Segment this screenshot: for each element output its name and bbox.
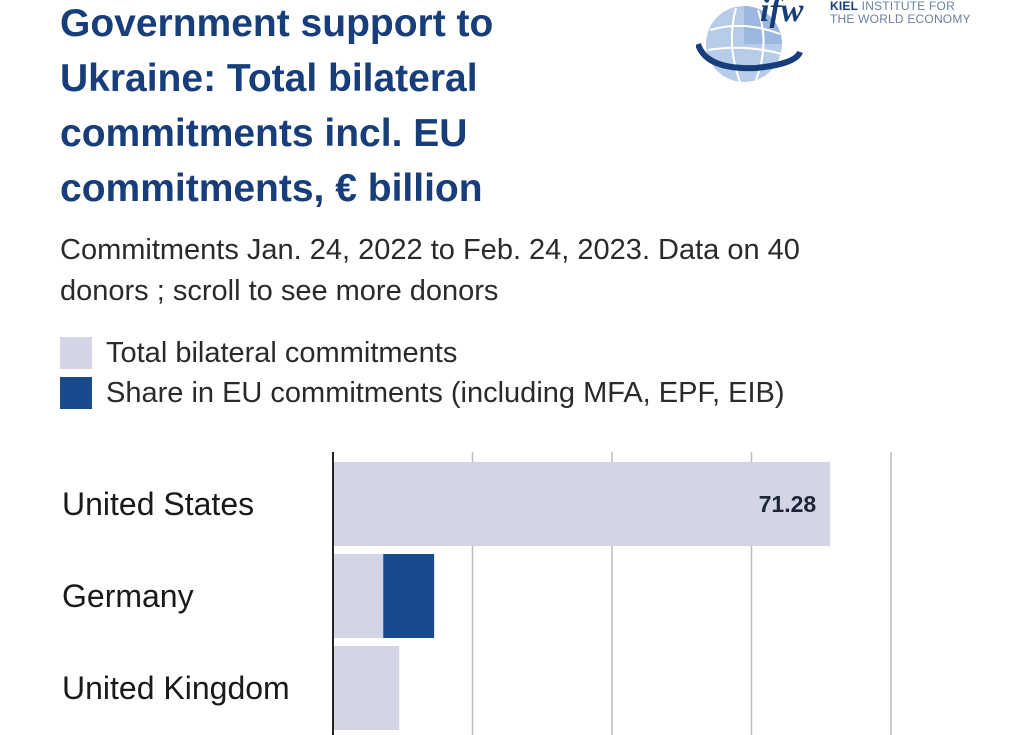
bar-total-bilateral[interactable] xyxy=(333,646,400,730)
logo-line2: THE WORLD ECONOMY xyxy=(830,12,971,26)
data-label: 71.28 xyxy=(759,491,817,517)
category-label: Germany xyxy=(62,578,194,614)
legend-swatch-total xyxy=(60,337,92,369)
logo-wordmark: ifw xyxy=(760,0,804,29)
legend: Total bilateral commitments Share in EU … xyxy=(60,333,785,413)
bar-eu-share[interactable] xyxy=(383,554,435,638)
chart-title: Government support to Ukraine: Total bil… xyxy=(60,0,620,216)
category-label: United Kingdom xyxy=(62,670,290,706)
chart-subtitle: Commitments Jan. 24, 2022 to Feb. 24, 20… xyxy=(60,230,960,312)
globe-icon xyxy=(695,6,803,83)
title-line: Government support to xyxy=(60,2,494,45)
bar-chart: United States 71.28 Germany United Kingdom xyxy=(62,452,892,735)
subtitle-line: Commitments Jan. 24, 2022 to Feb. 24, 20… xyxy=(60,234,800,266)
kiel-institute-logo[interactable] xyxy=(695,0,996,90)
title-line: commitments, € billion xyxy=(60,167,483,210)
bar-total-bilateral[interactable] xyxy=(333,462,831,546)
bar-total-bilateral[interactable] xyxy=(333,554,384,638)
legend-label-total: Total bilateral commitments xyxy=(106,336,458,369)
subtitle-line: donors ; scroll to see more donors xyxy=(60,275,499,307)
logo-line1: INSTITUTE FOR xyxy=(858,0,955,13)
category-label: United States xyxy=(62,486,254,522)
legend-label-eu-share: Share in EU commitments (including MFA, … xyxy=(106,376,785,409)
legend-swatch-eu-share xyxy=(60,377,92,409)
logo-text: KIEL INSTITUTE FOR THE WORLD ECONOMY xyxy=(830,0,971,26)
title-line: commitments incl. EU xyxy=(60,112,468,155)
legend-item-total[interactable]: Total bilateral commitments xyxy=(60,333,785,373)
logo-kiel: KIEL xyxy=(830,0,859,13)
title-line: Ukraine: Total bilateral xyxy=(60,57,478,100)
legend-item-eu-share[interactable]: Share in EU commitments (including MFA, … xyxy=(60,373,785,413)
